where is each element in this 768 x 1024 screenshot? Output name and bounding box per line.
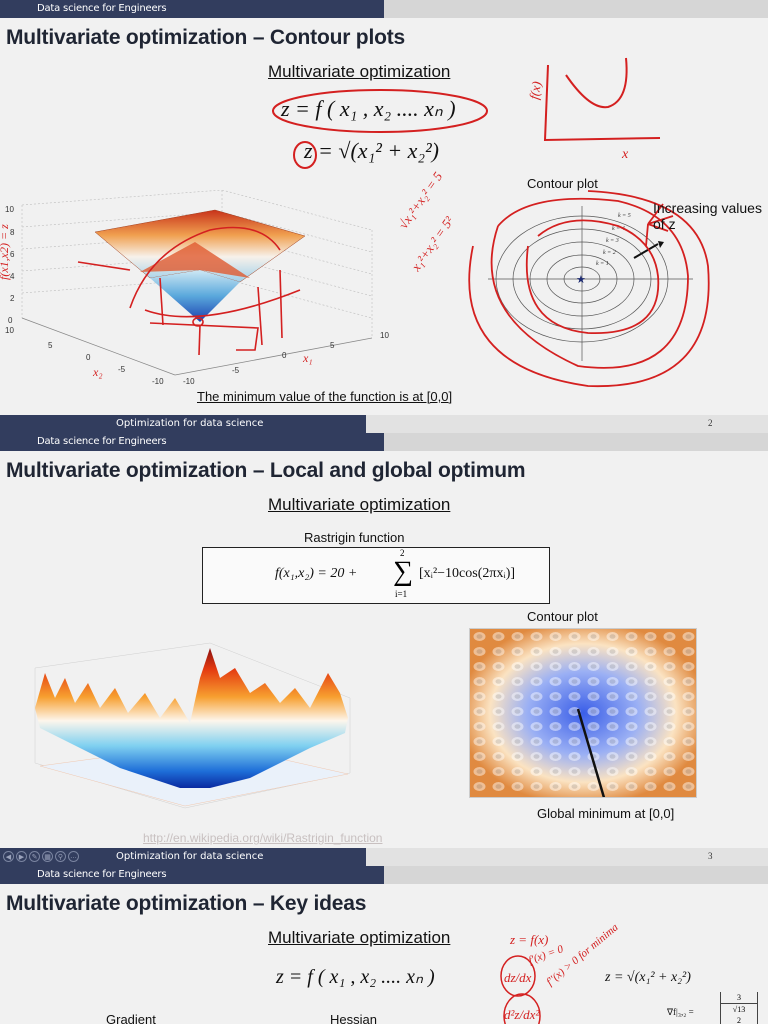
equation-general: z = f ( x₁ , x₂ .... xₙ ) — [281, 96, 456, 121]
prev-slide-icon[interactable]: ◀ — [3, 851, 14, 862]
slide-contour-plots: Data science for Engineers Multivariate … — [0, 0, 768, 433]
gradient-label: Gradient — [106, 1012, 156, 1024]
sigma-symbol: ∑ — [393, 556, 413, 587]
surface-plot-cone: 0 2 4 6 8 10 10 5 0 -5 -10 -10 -5 0 5 10 — [0, 190, 389, 386]
slide-title: Multivariate optimization – Contour plot… — [6, 26, 405, 49]
hessian-label: Hessian — [330, 1012, 377, 1024]
svg-text:x₁: x₁ — [302, 351, 313, 365]
more-options-icon[interactable]: … — [68, 851, 79, 862]
header-dark-band: Data science for Engineers — [0, 0, 384, 18]
contour-plot-label: Contour plot — [527, 609, 598, 624]
rastrigin-formula-box: f(x₁,x₂) = 20 + ∑ 2 i=1 [xᵢ²−10cos(2πxᵢ)… — [202, 547, 550, 604]
svg-text:k = 4: k = 4 — [612, 225, 625, 232]
svg-text:-10: -10 — [183, 377, 195, 386]
course-header: Data science for Engineers — [37, 869, 167, 880]
slide-footer: ◀ ▶ ✎ ▦ ⚲ … Optimization for data scienc… — [0, 848, 768, 866]
slide-key-ideas: Data science for Engineers Multivariate … — [0, 866, 768, 1024]
equation-specific: z = √(x₁² + x₂²) — [304, 138, 439, 163]
next-slide-icon[interactable]: ▶ — [16, 851, 27, 862]
svg-text:k = 2: k = 2 — [603, 250, 616, 256]
slide-header-bar: Data science for Engineers — [0, 0, 768, 18]
svg-text:z = f(x): z = f(x) — [509, 932, 548, 947]
svg-text:k = 3: k = 3 — [606, 238, 619, 244]
slide-subtitle: Multivariate optimization — [268, 928, 451, 947]
slide-header-bar: Data science for Engineers — [0, 866, 768, 884]
svg-text:f(x1,x2) = z: f(x1,x2) = z — [0, 224, 11, 280]
svg-text:10: 10 — [5, 205, 14, 214]
equation-general: z = f ( x₁ , x₂ .... xₙ ) — [276, 966, 435, 988]
svg-text:-5: -5 — [118, 365, 126, 374]
svg-text:x₁²+x₂² = 5²: x₁²+x₂² = 5² — [408, 213, 458, 275]
rastrigin-surface-plot — [34, 642, 351, 809]
svg-text:8: 8 — [10, 228, 15, 237]
svg-text:-5: -5 — [232, 366, 240, 375]
svg-text:4: 4 — [10, 272, 15, 281]
svg-text:5: 5 — [48, 341, 53, 350]
z-tick-0: 0 — [8, 316, 13, 325]
slide-header-bar: Data science for Engineers — [0, 433, 768, 451]
footer-course: Optimization for data science — [116, 851, 264, 862]
svg-text:10: 10 — [5, 326, 14, 335]
svg-text:10: 10 — [380, 331, 389, 340]
svg-text:-10: -10 — [152, 377, 164, 386]
slide-subtitle: Multivariate optimization — [268, 62, 451, 81]
zoom-icon[interactable]: ⚲ — [55, 851, 66, 862]
pen-icon[interactable]: ✎ — [29, 851, 40, 862]
gradient-vector: 3 √13 2 — [720, 992, 758, 1024]
handwritten-fx-label: f(x) — [526, 80, 544, 100]
gradient-evaluation: ∇f|₃,₂ = — [667, 1007, 694, 1017]
presentation-nav-controls: ◀ ▶ ✎ ▦ ⚲ … — [3, 851, 79, 862]
svg-text:5: 5 — [330, 341, 335, 350]
page-number: 3 — [708, 851, 713, 861]
slide-footer: Optimization for data science 2 — [0, 415, 768, 433]
equation-specific: z = √(x₁² + x₂²) — [605, 970, 691, 985]
svg-text:2: 2 — [10, 294, 15, 303]
svg-text:0: 0 — [86, 353, 91, 362]
svg-text:k = 5: k = 5 — [618, 213, 631, 219]
handwritten-notes: z = f(x) f'(x) = 0 f''(x) > 0 for minima… — [500, 924, 621, 1024]
footer-course: Optimization for data science — [116, 418, 264, 429]
svg-text:★: ★ — [576, 274, 586, 286]
svg-text:0: 0 — [282, 351, 287, 360]
slide-subtitle: Multivariate optimization — [268, 495, 451, 514]
minimum-note: The minimum value of the function is at … — [197, 389, 453, 404]
rastrigin-contour-plot — [469, 628, 697, 798]
rastrigin-label: Rastrigin function — [304, 530, 405, 545]
ink-annotations: f(x) x √x₁²+x₂² = 5 x₁²+x₂² = 5² — [272, 57, 661, 275]
slides-grid-icon[interactable]: ▦ — [42, 851, 53, 862]
course-header: Data science for Engineers — [37, 436, 167, 447]
rastrigin-wiki-link[interactable]: http://en.wikipedia.org/wiki/Rastrigin_f… — [143, 831, 383, 845]
svg-text:x: x — [621, 147, 629, 162]
global-minimum-label: Global minimum at [0,0] — [537, 806, 675, 821]
svg-text:d²z/dx²: d²z/dx² — [504, 1007, 540, 1022]
slide-local-global-optimum: Data science for Engineers Multivariate … — [0, 433, 768, 866]
svg-text:6: 6 — [10, 250, 15, 259]
increasing-values-annotation: Increasing values of z — [653, 200, 762, 232]
contour-plot-concentric: ★ k = 1 k = 2 k = 3 k = 4 k = 5 — [468, 190, 710, 388]
slide-title: Multivariate optimization – Local and gl… — [6, 459, 526, 482]
svg-text:k = 1: k = 1 — [596, 261, 609, 267]
slide-title: Multivariate optimization – Key ideas — [6, 892, 367, 915]
svg-text:dz/dx: dz/dx — [504, 970, 532, 985]
page-number: 2 — [708, 418, 713, 428]
svg-text:x₂: x₂ — [92, 365, 103, 379]
contour-plot-label: Contour plot — [527, 176, 598, 191]
course-header: Data science for Engineers — [37, 3, 167, 14]
